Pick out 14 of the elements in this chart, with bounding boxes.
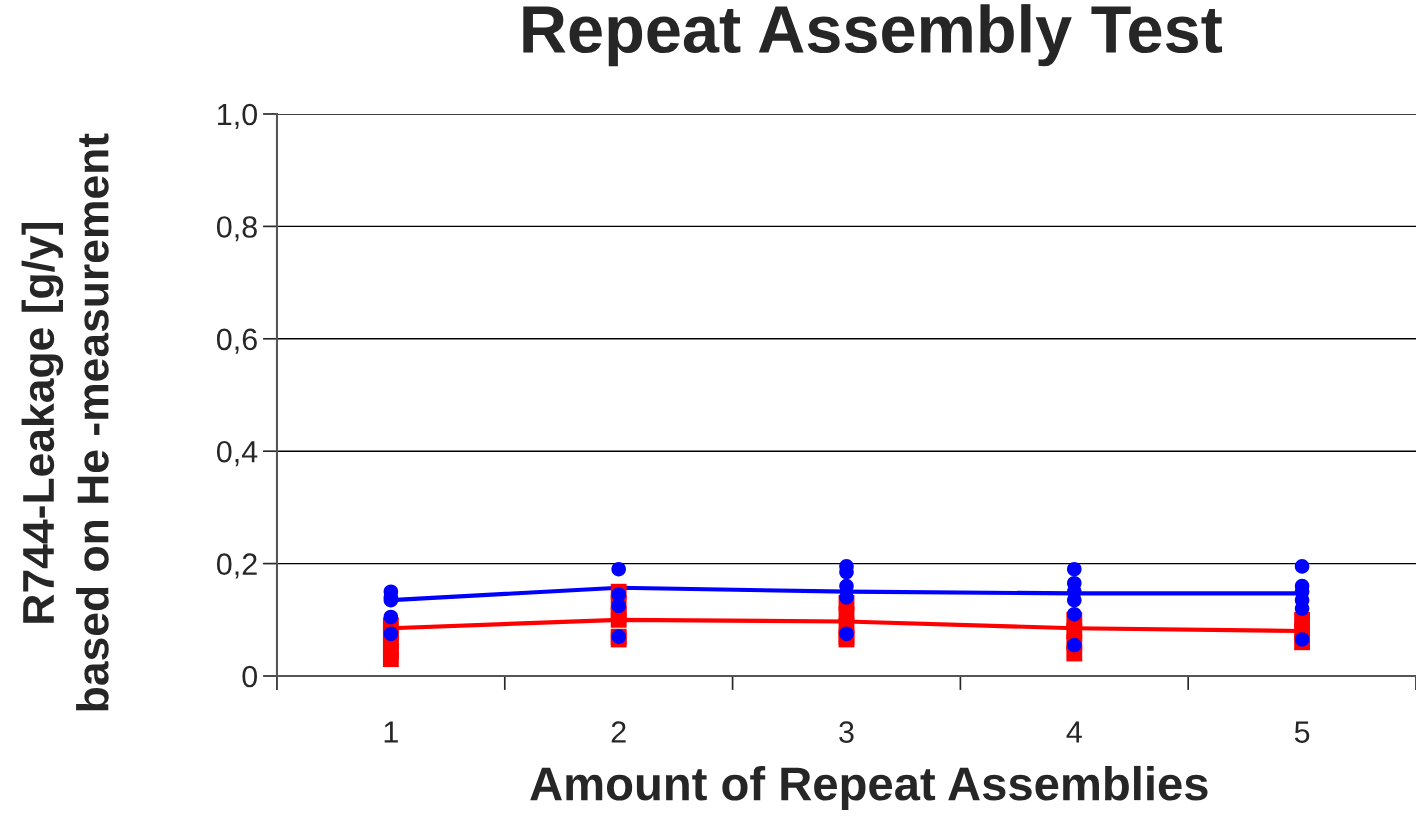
y-tick-label: 1,0 [218, 103, 258, 129]
x-axis-title: Amount of Repeat Assemblies [530, 765, 1208, 810]
chart-title: Repeat Assembly Test [523, 4, 1223, 67]
x-tick-label: 1 [384, 721, 398, 743]
y-tick-label: 0,4 [216, 440, 258, 467]
y-tick-label: 0 [242, 665, 258, 688]
x-tick-label: 5 [1294, 721, 1310, 743]
y-tick-label: 0,8 [216, 216, 257, 242]
y-axis-title: R744-Leakage [g/y] based on He -measurement [21, 133, 109, 711]
x-tick-label: 4 [1066, 721, 1082, 743]
y-tick-label: 0,6 [216, 328, 257, 354]
x-tick-label: 3 [839, 721, 854, 743]
y-tick-label: 0,2 [216, 553, 257, 579]
x-tick-label: 2 [611, 721, 626, 743]
